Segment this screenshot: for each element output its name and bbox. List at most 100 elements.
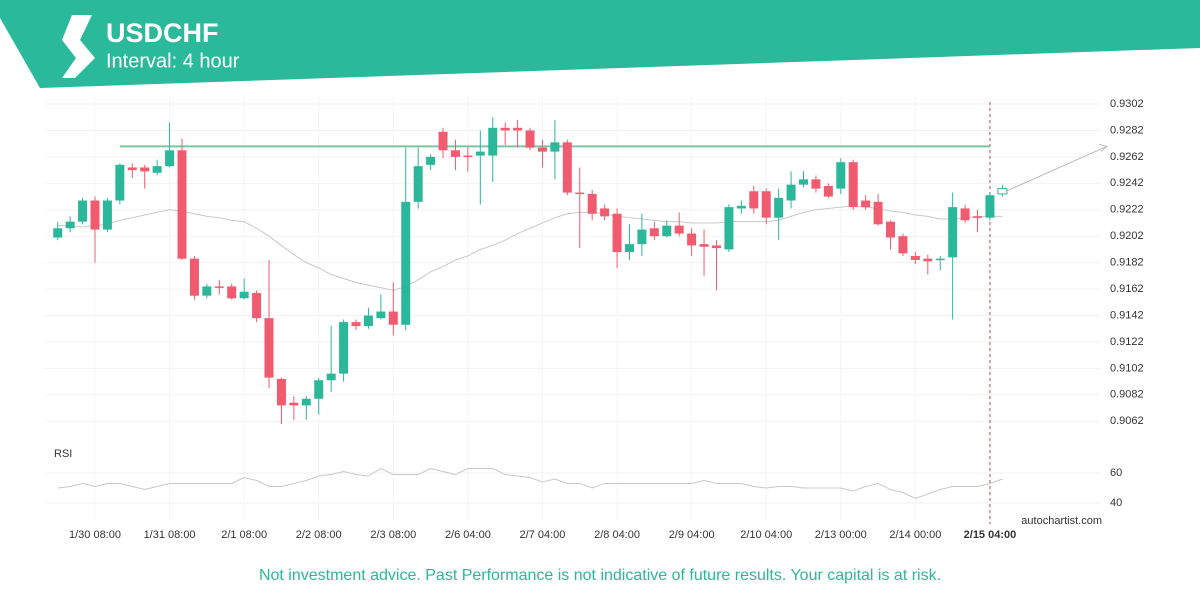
candle-body <box>314 380 324 399</box>
candle-body <box>488 127 498 156</box>
chart-subtitle: Interval: 4 hour <box>106 50 240 72</box>
candle-body <box>985 195 995 218</box>
candle-body <box>550 142 560 152</box>
candle-body <box>53 228 63 238</box>
candle-body <box>127 167 137 171</box>
rsi-line <box>57 467 1003 500</box>
candle-body <box>102 200 112 230</box>
logo-shape <box>62 15 95 78</box>
moving-average-line <box>57 205 1003 291</box>
x-tick-label: 2/3 08:00 <box>370 529 416 541</box>
candle-body <box>289 402 299 406</box>
y-tick-label: 0.9242 <box>1110 177 1144 189</box>
x-tick-label: 2/13 00:00 <box>815 529 867 541</box>
candle-body <box>537 147 547 152</box>
candle-body <box>463 155 473 158</box>
candle-body <box>115 164 125 201</box>
x-tick-label: 2/10 04:00 <box>740 529 792 541</box>
candle-body <box>513 127 523 131</box>
candle-body <box>687 233 697 246</box>
candle-body <box>649 228 659 237</box>
candle-body <box>948 207 958 258</box>
x-tick-label: 2/8 04:00 <box>594 529 640 541</box>
y-tick-label: 0.9282 <box>1110 124 1144 136</box>
candle-body <box>923 258 933 262</box>
y-tick-label: 0.9202 <box>1110 230 1144 242</box>
candle-body <box>612 213 622 253</box>
candle-body <box>252 293 262 319</box>
candle-body <box>339 322 349 374</box>
candle-body <box>165 150 175 167</box>
candle-body <box>525 130 535 148</box>
rsi-tick-label: 40 <box>1110 497 1122 509</box>
x-tick-label: 1/30 08:00 <box>69 529 121 541</box>
candle-body <box>774 197 784 218</box>
candle-body <box>935 258 945 261</box>
candle-body <box>997 188 1008 195</box>
candle-body <box>152 166 162 173</box>
candle-body <box>264 318 274 378</box>
candle-body <box>836 162 846 189</box>
candle-body <box>227 286 237 299</box>
rsi-label: RSI <box>54 448 72 460</box>
candle-body <box>724 207 734 250</box>
y-tick-label: 0.9262 <box>1110 151 1144 163</box>
candle-body <box>674 225 684 234</box>
x-tick-label: 2/1 08:00 <box>221 529 267 541</box>
candle-body <box>711 245 721 249</box>
y-tick-label: 0.9222 <box>1110 204 1144 216</box>
candle-body <box>910 256 920 260</box>
candle-body <box>624 244 634 253</box>
candle-body <box>276 378 286 406</box>
x-tick-label: 2/7 04:00 <box>520 529 566 541</box>
candle-body <box>699 244 709 247</box>
y-tick-label: 0.9102 <box>1110 362 1144 374</box>
candle-body <box>376 311 386 319</box>
candle-body <box>973 216 983 218</box>
candle-body <box>202 286 212 296</box>
header-banner <box>0 0 1200 88</box>
candle-body <box>575 192 585 195</box>
candle-body <box>326 373 336 381</box>
candle-body <box>65 221 75 229</box>
y-tick-label: 0.9082 <box>1110 389 1144 401</box>
x-tick-label: 2/9 04:00 <box>669 529 715 541</box>
candle-body <box>637 229 647 245</box>
candle-body <box>873 201 883 225</box>
candle-body <box>662 225 672 237</box>
y-tick-label: 0.9142 <box>1110 309 1144 321</box>
candle-body <box>848 162 858 208</box>
candle-body <box>736 205 746 209</box>
candle-body <box>301 398 311 406</box>
candle-body <box>140 167 150 172</box>
y-tick-label: 0.9122 <box>1110 336 1144 348</box>
y-tick-label: 0.9162 <box>1110 283 1144 295</box>
x-tick-label: 2/2 08:00 <box>296 529 342 541</box>
candle-body <box>761 191 771 218</box>
x-tick-label: 2/14 00:00 <box>889 529 941 541</box>
watermark: autochartist.com <box>1021 515 1102 527</box>
candle-body <box>214 286 224 288</box>
projection-arrowhead <box>1098 143 1109 152</box>
candle-body <box>799 179 808 185</box>
y-tick-label: 0.9182 <box>1110 257 1144 269</box>
candle-body <box>600 208 610 217</box>
candle-body <box>960 208 970 221</box>
candle-body <box>500 127 510 131</box>
candle-body <box>413 166 423 202</box>
candle-body <box>886 221 896 238</box>
rsi-tick-label: 60 <box>1110 467 1122 479</box>
disclaimer: Not investment advice. Past Performance … <box>259 567 941 584</box>
x-tick-label: 1/31 08:00 <box>144 529 196 541</box>
candle-body <box>239 291 249 299</box>
candle-body <box>438 131 448 151</box>
x-tick-label: 2/15 04:00 <box>964 529 1017 541</box>
candle-body <box>363 315 373 327</box>
candle-body <box>861 200 871 208</box>
candle-body <box>450 150 460 157</box>
logo <box>62 15 95 78</box>
candle-body <box>78 200 88 222</box>
candle-body <box>351 322 361 327</box>
